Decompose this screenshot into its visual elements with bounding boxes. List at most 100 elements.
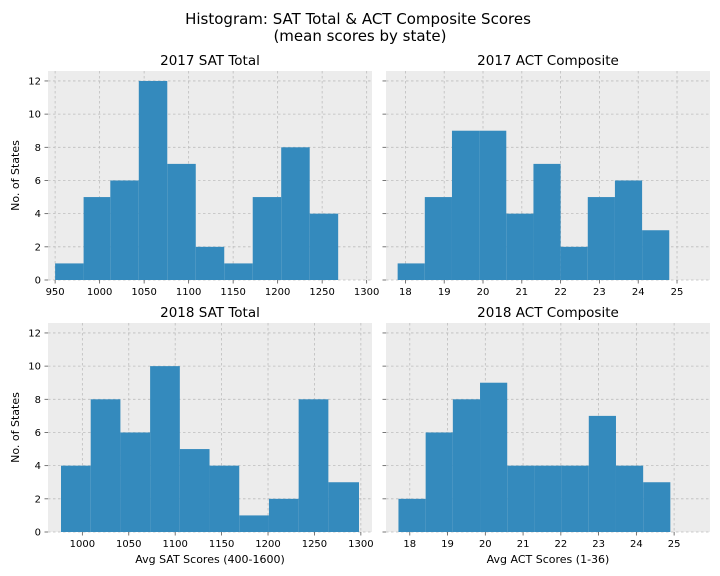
histogram-bar	[561, 465, 589, 532]
x-tick-label: 1150	[220, 287, 245, 298]
histogram-bar	[252, 197, 282, 280]
y-tick-label: 2	[35, 242, 41, 253]
histogram-bar	[398, 498, 426, 532]
x-tick-label: 21	[515, 287, 528, 298]
x-tick-label: 25	[671, 287, 684, 298]
histogram-bar	[328, 482, 360, 532]
y-tick-label: 12	[28, 76, 41, 87]
y-tick-label: 6	[35, 176, 41, 187]
panel-title: 2018 ACT Composite	[477, 305, 619, 321]
histogram-bar	[425, 432, 453, 532]
histogram-bar	[643, 482, 671, 532]
histogram-bar	[533, 163, 561, 280]
histogram-bar	[560, 246, 588, 280]
x-tick-label: 1000	[70, 539, 95, 550]
histogram-bar	[424, 197, 452, 280]
histogram-bar	[479, 130, 507, 280]
x-tick-label: 25	[668, 539, 681, 550]
x-tick-label: 22	[554, 287, 567, 298]
x-tick-label: 18	[403, 539, 416, 550]
x-tick-label: 1050	[116, 539, 141, 550]
chart-panel-2: 2017 ACT Composite 18 19 20 21 22 23 24 25	[382, 53, 710, 298]
histogram-bar	[90, 399, 121, 532]
histogram-bar	[83, 197, 111, 280]
histogram-bar	[120, 432, 151, 532]
y-tick-label: 8	[35, 395, 41, 406]
x-tick-label: 1050	[131, 287, 156, 298]
x-axis-label: Avg ACT Scores (1-36)	[487, 553, 610, 566]
y-axis-label: No. of States	[9, 392, 22, 463]
x-tick-label: 19	[438, 287, 451, 298]
chart-panel-3: 2018 SAT Total 1000 1050 1100 1150 1200 1250 13…	[9, 305, 374, 566]
chart-panel-1: 2017 SAT Total 950 1000 1050 1100 1150 1200 125…	[9, 53, 379, 298]
x-tick-label: 18	[399, 287, 412, 298]
y-axis-label: No. of States	[9, 140, 22, 211]
x-tick-label: 23	[592, 539, 605, 550]
histogram-bar	[150, 366, 180, 532]
y-tick-label: 0	[35, 528, 41, 539]
x-tick-label: 20	[477, 287, 490, 298]
histogram-bar	[110, 180, 139, 280]
y-tick-label: 2	[35, 494, 41, 505]
x-tick-label: 1000	[87, 287, 112, 298]
x-tick-label: 1300	[348, 539, 373, 550]
x-tick-label: 1100	[162, 539, 187, 550]
chart-panel-4: 2018 ACT Composite 18 19 20 21 22 23 24 25 Avg AC…	[382, 305, 710, 566]
histogram-bar	[60, 465, 91, 532]
histogram-bar	[239, 515, 269, 532]
x-tick-label: 21	[517, 539, 530, 550]
histogram-bar	[309, 213, 339, 280]
figure-title-line2: (mean scores by state)	[273, 27, 446, 45]
histogram-bar	[480, 382, 508, 532]
histogram-bar	[452, 399, 481, 532]
histogram-bar	[587, 197, 615, 280]
histogram-bar	[281, 147, 310, 280]
histogram-bar	[268, 498, 299, 532]
histogram-bar	[506, 213, 534, 280]
y-tick-label: 12	[28, 328, 41, 339]
x-tick-label: 24	[630, 539, 643, 550]
x-tick-label: 24	[632, 287, 645, 298]
histogram-bar	[195, 246, 225, 280]
figure-title-line1: Histogram: SAT Total & ACT Composite Sco…	[185, 10, 531, 28]
histogram-bar	[209, 465, 240, 532]
y-tick-label: 8	[35, 143, 41, 154]
histogram-bar	[507, 465, 535, 532]
x-tick-label: 23	[593, 287, 606, 298]
histogram-bar	[138, 80, 168, 280]
y-tick-label: 4	[35, 461, 41, 472]
x-tick-label: 1100	[176, 287, 201, 298]
y-tick-label: 10	[28, 110, 41, 121]
panel-title: 2018 SAT Total	[160, 305, 260, 321]
x-tick-label: 19	[441, 539, 454, 550]
histogram-bar	[55, 263, 84, 280]
panel-title: 2017 SAT Total	[160, 53, 260, 69]
x-tick-label: 1150	[209, 539, 234, 550]
histogram-bar	[167, 163, 196, 280]
histogram-bar	[534, 465, 562, 532]
x-tick-label: 1200	[265, 287, 290, 298]
x-tick-label: 1250	[309, 287, 334, 298]
x-tick-label: 1300	[354, 287, 379, 298]
x-tick-label: 1200	[255, 539, 280, 550]
histogram-bar	[615, 465, 644, 532]
x-tick-label: 1250	[302, 539, 327, 550]
histogram-bar	[179, 449, 210, 532]
histogram-bar	[642, 230, 670, 280]
panel-title: 2017 ACT Composite	[477, 53, 619, 69]
histogram-bar	[588, 415, 616, 532]
histogram-bar	[224, 263, 253, 280]
y-tick-label: 4	[35, 209, 41, 220]
x-tick-label: 20	[479, 539, 492, 550]
y-tick-label: 10	[28, 362, 41, 373]
histogram-bar	[397, 263, 425, 280]
y-tick-label: 0	[35, 276, 41, 287]
x-axis-label: Avg SAT Scores (400-1600)	[135, 553, 285, 566]
histogram-bar	[614, 180, 643, 280]
x-tick-label: 22	[554, 539, 567, 550]
x-tick-label: 950	[46, 287, 65, 298]
histogram-bar	[298, 399, 329, 532]
histogram-bar	[451, 130, 480, 280]
